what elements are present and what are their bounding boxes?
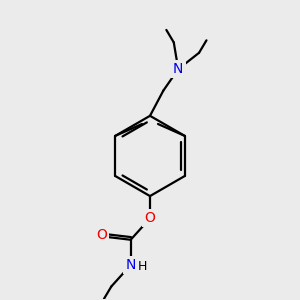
Text: O: O — [96, 228, 107, 242]
Text: N: N — [173, 62, 183, 76]
Text: H: H — [137, 260, 147, 273]
Text: N: N — [125, 258, 136, 272]
Text: O: O — [145, 212, 155, 225]
